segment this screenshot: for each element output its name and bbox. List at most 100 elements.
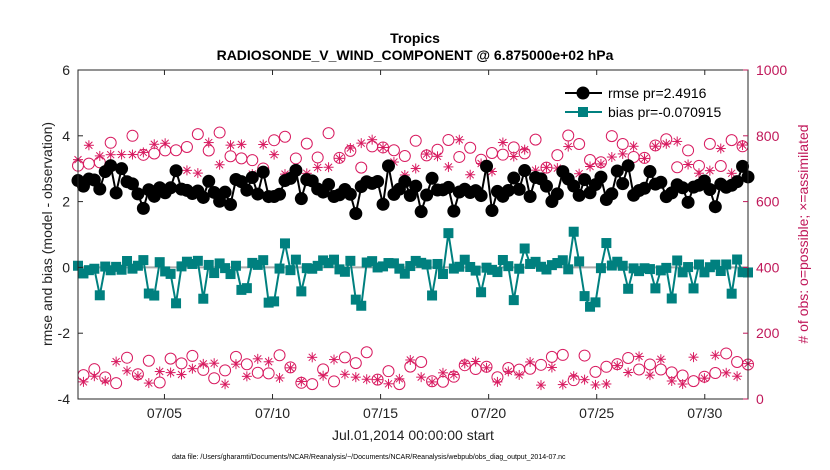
possible-obs-point bbox=[164, 352, 177, 365]
possible-obs-point bbox=[622, 351, 635, 364]
y2-axis-label: # of obs: o=possible; ×=assimilated bbox=[795, 124, 811, 343]
assimilated-obs-point bbox=[230, 359, 241, 370]
bias-point bbox=[122, 256, 133, 267]
bias-point bbox=[132, 260, 143, 271]
rmse-point bbox=[681, 195, 695, 209]
assimilated-obs-point bbox=[459, 358, 470, 369]
plot-area bbox=[78, 70, 748, 399]
assimilated-obs-point bbox=[111, 356, 122, 367]
possible-obs-point bbox=[121, 351, 134, 364]
possible-obs-point bbox=[562, 129, 575, 142]
rmse-point bbox=[294, 192, 308, 206]
assimilated-obs-point bbox=[187, 363, 198, 374]
possible-obs-point bbox=[268, 134, 281, 147]
possible-obs-point bbox=[671, 161, 684, 174]
possible-obs-point bbox=[535, 358, 548, 371]
bias-point bbox=[361, 257, 372, 268]
rmse-point bbox=[578, 173, 592, 187]
assimilated-obs-point bbox=[378, 142, 389, 153]
bias-point bbox=[623, 283, 634, 294]
assimilated-obs-point bbox=[525, 356, 536, 367]
assimilated-obs-point bbox=[83, 140, 94, 151]
asterisk-stroke bbox=[520, 145, 529, 154]
assimilated-obs-point bbox=[432, 151, 443, 162]
possible-obs-point bbox=[529, 133, 542, 146]
bias-point bbox=[601, 238, 612, 249]
assimilated-obs-point bbox=[661, 138, 672, 149]
asterisk-stroke bbox=[226, 141, 235, 149]
rmse-point bbox=[273, 187, 287, 201]
rmse-point bbox=[115, 162, 129, 176]
assimilated-obs-point bbox=[296, 376, 307, 387]
bias-point bbox=[312, 260, 323, 271]
rmse-point bbox=[169, 164, 183, 178]
rmse-point bbox=[371, 174, 385, 188]
assimilated-obs-point bbox=[737, 140, 748, 151]
asterisk-stroke bbox=[112, 357, 120, 366]
bias-point bbox=[176, 261, 187, 272]
asterisk-stroke bbox=[700, 374, 709, 383]
asterisk-stroke bbox=[575, 169, 583, 178]
asterisk-stroke bbox=[286, 363, 295, 372]
asterisk-stroke bbox=[591, 381, 600, 389]
asterisk-stroke bbox=[221, 380, 229, 389]
possible-obs-point bbox=[605, 130, 618, 143]
bias-point bbox=[628, 263, 639, 274]
rmse-point bbox=[730, 175, 744, 189]
assimilated-obs-point bbox=[236, 139, 247, 150]
possible-obs-point bbox=[219, 364, 232, 377]
asterisk-stroke bbox=[624, 368, 633, 377]
bias-point bbox=[590, 297, 601, 308]
rmse-point bbox=[567, 179, 581, 193]
asterisk-stroke bbox=[706, 166, 714, 175]
asterisk-stroke bbox=[695, 169, 703, 178]
bias-point bbox=[405, 261, 416, 272]
asterisk-stroke bbox=[134, 372, 142, 380]
possible-obs-point bbox=[273, 349, 286, 362]
possible-obs-point bbox=[208, 372, 221, 385]
asterisk-stroke bbox=[466, 170, 475, 179]
assimilated-obs-point bbox=[312, 162, 323, 173]
bias-point bbox=[650, 283, 661, 294]
asterisk-stroke bbox=[243, 372, 251, 381]
bias-point bbox=[78, 268, 89, 279]
assimilated-obs-point bbox=[241, 371, 252, 382]
asterisk-stroke bbox=[373, 375, 382, 384]
possible-obs-point bbox=[398, 150, 411, 163]
assimilated-obs-point bbox=[677, 379, 688, 390]
bias-point bbox=[563, 264, 574, 275]
asterisk-stroke bbox=[297, 377, 306, 386]
rmse-point bbox=[539, 179, 553, 193]
bias-point bbox=[470, 265, 481, 276]
asterisk-stroke bbox=[607, 153, 616, 161]
asterisk-stroke bbox=[199, 360, 208, 368]
rmse-point bbox=[343, 187, 357, 201]
rmse-point bbox=[447, 204, 461, 218]
bias-point bbox=[263, 297, 274, 308]
bias-point bbox=[296, 286, 307, 297]
rmse-point bbox=[245, 170, 259, 184]
bias-point bbox=[519, 243, 530, 254]
bias-point bbox=[634, 266, 645, 277]
asterisk-stroke bbox=[564, 142, 573, 151]
bias-point bbox=[236, 284, 247, 295]
asterisk-stroke bbox=[646, 371, 654, 379]
asterisk-stroke bbox=[346, 144, 355, 152]
asterisk-stroke bbox=[79, 378, 88, 386]
asterisk-stroke bbox=[738, 141, 747, 149]
bias-point bbox=[503, 261, 514, 272]
assimilated-obs-point bbox=[372, 374, 383, 385]
assimilated-obs-point bbox=[132, 371, 143, 382]
bias-point bbox=[323, 257, 334, 268]
assimilated-obs-point bbox=[405, 354, 416, 365]
assimilated-obs-point bbox=[704, 165, 715, 176]
possible-obs-point bbox=[720, 347, 733, 360]
assimilated-obs-point bbox=[699, 373, 710, 384]
bias-point bbox=[274, 263, 285, 274]
possible-obs-point bbox=[573, 138, 586, 151]
asterisk-stroke bbox=[504, 367, 513, 376]
possible-obs-point bbox=[300, 137, 313, 150]
bias-point bbox=[721, 259, 732, 270]
assimilated-obs-point bbox=[416, 372, 427, 383]
bias-point bbox=[497, 254, 508, 265]
